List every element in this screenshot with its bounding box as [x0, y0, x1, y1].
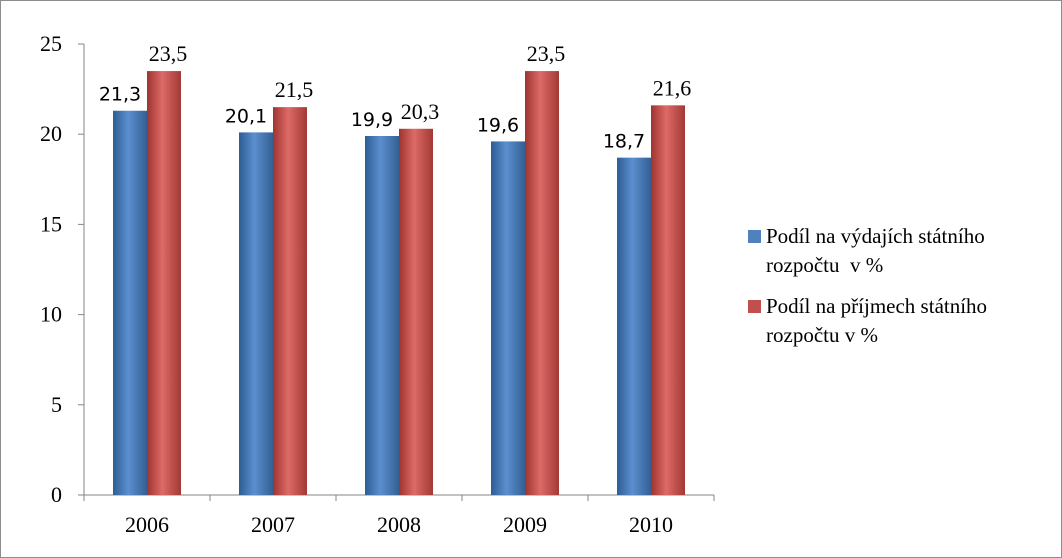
data-label-revenue: 23,5 [527, 41, 566, 66]
data-label-revenue: 21,5 [275, 77, 314, 102]
legend-swatch-blue [748, 230, 761, 243]
y-tick-label: 10 [40, 302, 62, 327]
bar-expenditure [365, 136, 399, 495]
bar-revenue [273, 107, 307, 495]
x-tick-label: 2008 [377, 512, 421, 537]
x-tick-label: 2007 [251, 512, 295, 537]
x-tick-label: 2010 [629, 512, 673, 537]
legend-item-revenue: Podíl na příjmech státního rozpočtu v % [748, 292, 1053, 350]
data-label-expenditure: 19,6 [477, 114, 519, 136]
bar-expenditure [239, 132, 273, 495]
data-label-expenditure: 19,9 [351, 109, 393, 131]
data-label-expenditure: 20,1 [225, 105, 267, 127]
bar-expenditure [491, 141, 525, 495]
y-tick-label: 15 [40, 211, 62, 236]
y-tick-label: 25 [40, 31, 62, 56]
data-label-revenue: 23,5 [149, 41, 188, 66]
y-tick-label: 0 [51, 482, 62, 507]
legend-swatch-red [748, 300, 761, 313]
bar-revenue [399, 128, 433, 495]
data-label-revenue: 20,3 [401, 99, 440, 124]
legend: Podíl na výdajích státního rozpočtu v % … [748, 222, 1053, 362]
data-label-revenue: 21,6 [653, 75, 692, 100]
x-tick-label: 2006 [125, 512, 169, 537]
bar-revenue [525, 71, 559, 495]
data-label-expenditure: 18,7 [603, 131, 645, 153]
axes: 0 5 10 15 20 25 2006 2007 2008 2009 2010 [40, 31, 715, 537]
bars [113, 71, 685, 496]
data-labels: 21,3 23,5 20,1 21,5 19,9 20,3 19,6 23,5 18,7 21,6 [99, 41, 691, 153]
bar-revenue [147, 71, 181, 495]
bar-expenditure [113, 110, 147, 496]
legend-item-expenditure: Podíl na výdajích státního rozpočtu v % [748, 222, 1053, 280]
legend-label-revenue: Podíl na příjmech státního rozpočtu v % [766, 294, 993, 347]
y-tick-label: 5 [51, 392, 62, 417]
x-tick-label: 2009 [503, 512, 547, 537]
legend-label-expenditure: Podíl na výdajích státního rozpočtu v % [766, 224, 990, 277]
y-tick-label: 20 [40, 121, 62, 146]
bar-revenue [651, 105, 685, 495]
bar-expenditure [617, 157, 651, 496]
data-label-expenditure: 21,3 [99, 84, 141, 106]
